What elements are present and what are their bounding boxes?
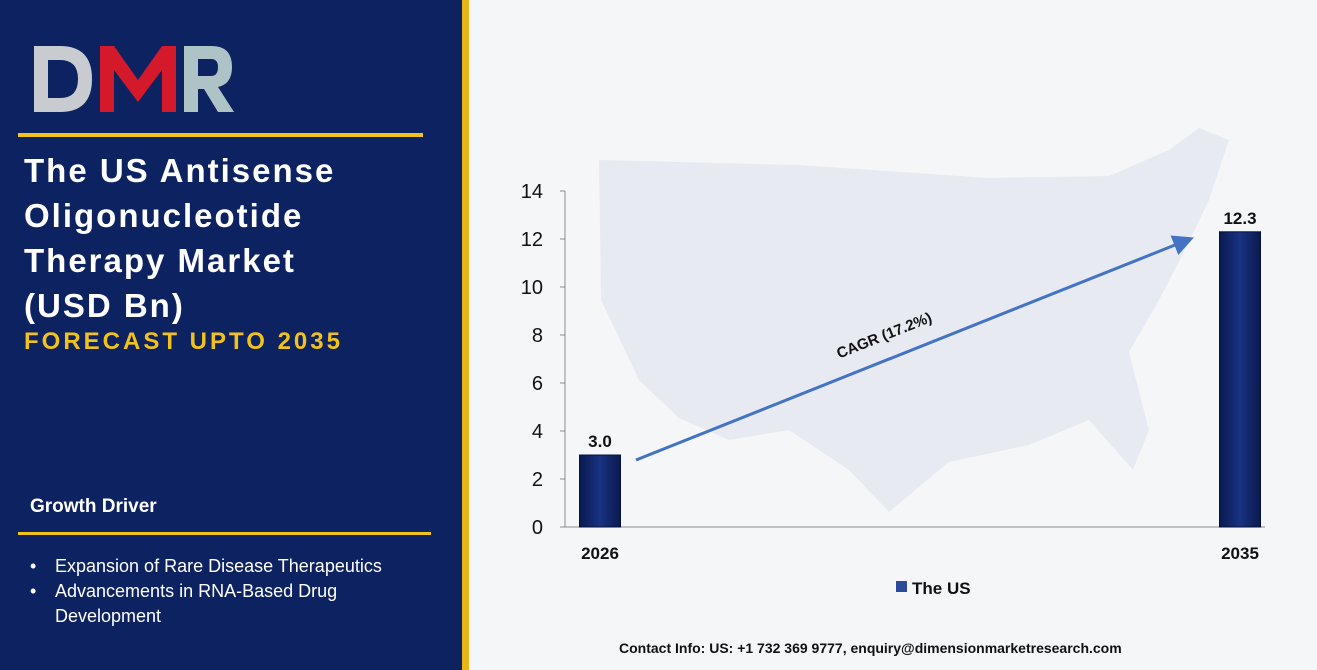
title-rule [18,133,423,137]
title-line: Oligonucleotide [24,197,304,234]
y-tick-label: 10 [521,277,543,299]
growth-driver-list: Expansion of Rare Disease Therapeutics A… [30,554,430,629]
y-tick-label: 8 [532,325,543,347]
contact-info: Contact Info: US: +1 732 369 9777, enqui… [619,640,1122,656]
us-map-silhouette [599,128,1229,512]
bar-2035 [1219,231,1261,528]
forecast-subtitle: FORECAST UPTO 2035 [24,328,343,355]
x-tick-label: 2035 [1221,544,1259,563]
growth-driver-rule [18,532,431,535]
title-line: Therapy Market [24,242,296,279]
y-tick-label: 12 [521,229,543,251]
data-label: 3.0 [588,432,612,451]
y-tick-label: 6 [532,373,543,395]
report-title: The US Antisense Oligonucleotide Therapy… [24,148,444,328]
growth-driver-item: Advancements in RNA-Based Drug Developme… [30,579,430,629]
bar-2026 [579,454,621,528]
y-tick-label: 14 [521,181,543,203]
y-tick-label: 4 [532,421,543,443]
cagr-arrow [635,235,1194,462]
y-tick-label: 0 [532,517,543,539]
dmr-logo [34,46,234,112]
legend: The US [896,579,971,598]
title-line: (USD Bn) [24,287,185,324]
legend-label: The US [912,579,971,598]
y-tick-label: 2 [532,469,543,491]
title-line: The US Antisense [24,152,336,189]
growth-driver-title: Growth Driver [30,496,157,517]
x-tick-label: 2026 [581,544,619,563]
accent-divider [462,0,469,670]
data-label: 12.3 [1223,209,1256,228]
growth-driver-item: Expansion of Rare Disease Therapeutics [30,554,430,579]
legend-swatch [896,581,907,592]
